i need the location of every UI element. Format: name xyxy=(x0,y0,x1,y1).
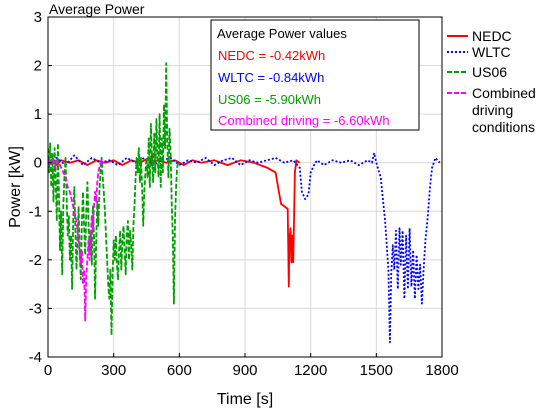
series-line-us06 xyxy=(48,62,180,337)
chart-title: Average Power xyxy=(49,1,145,17)
x-tick-label: 0 xyxy=(44,362,52,379)
annotation-wltc: WLTC = -0.84kWh xyxy=(218,70,324,85)
annotation-nedc: NEDC = -0.42kWh xyxy=(218,48,325,63)
annotation-combined: Combined driving = -6.60kWh xyxy=(218,113,390,128)
x-axis-ticks: 0 300 600 900 1200 1500 1800 xyxy=(44,353,459,379)
y-tick-label: -4 xyxy=(29,349,42,366)
y-tick-label: -1 xyxy=(29,203,42,220)
legend: NEDC WLTC US06 Combined driving conditions xyxy=(447,28,536,135)
series-layer xyxy=(48,62,441,344)
y-tick-label: 3 xyxy=(34,9,42,26)
legend-label-wltc: WLTC xyxy=(472,44,511,60)
series-line-combined-driving-conditions xyxy=(48,156,105,322)
y-tick-label: 1 xyxy=(34,106,42,123)
y-tick-label: 0 xyxy=(34,155,42,172)
x-tick-label: 900 xyxy=(232,362,257,379)
legend-label-nedc: NEDC xyxy=(472,28,512,44)
x-axis-label: Time [s] xyxy=(217,391,273,408)
legend-label-combined: Combined driving conditions xyxy=(472,85,536,135)
annotation-us06: US06 = -5.90kWh xyxy=(218,92,321,107)
legend-item-combined: Combined driving conditions xyxy=(447,85,536,135)
x-tick-label: 1500 xyxy=(360,362,393,379)
annotation-title: Average Power values xyxy=(217,26,347,41)
series-line-nedc xyxy=(48,154,301,288)
y-axis-label: Power [kW] xyxy=(7,146,24,228)
y-tick-label: 2 xyxy=(34,58,42,75)
legend-item-wltc: WLTC xyxy=(447,44,511,60)
annotation-box: Average Power values NEDC = -0.42kWh WLT… xyxy=(210,19,420,131)
legend-label-us06: US06 xyxy=(472,64,507,80)
annotation-box-frame xyxy=(210,19,420,131)
legend-item-us06: US06 xyxy=(447,64,507,80)
x-tick-label: 1200 xyxy=(294,362,327,379)
x-tick-label: 1800 xyxy=(425,362,458,379)
y-tick-label: -3 xyxy=(29,300,42,317)
y-tick-label: -2 xyxy=(29,252,42,269)
x-tick-label: 600 xyxy=(167,362,192,379)
x-tick-label: 300 xyxy=(101,362,126,379)
legend-item-nedc: NEDC xyxy=(447,28,512,44)
y-axis-ticks: 3 2 1 0 -1 -2 -3 -4 xyxy=(29,9,52,366)
